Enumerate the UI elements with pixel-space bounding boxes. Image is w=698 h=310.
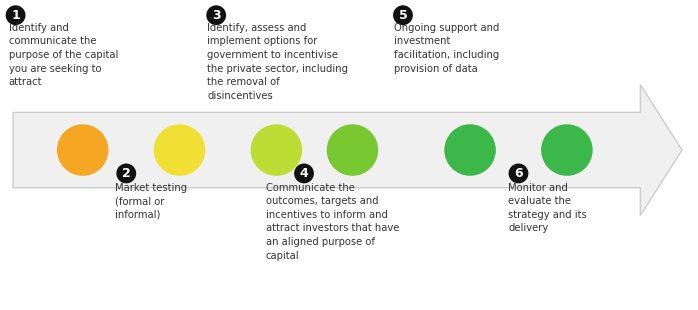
Text: Communicate the
outcomes, targets and
incentives to inform and
attract investors: Communicate the outcomes, targets and in… — [266, 183, 399, 261]
Text: 6: 6 — [514, 167, 523, 180]
Text: 2: 2 — [122, 167, 131, 180]
Text: Identify and
communicate the
purpose of the capital
you are seeking to
attract: Identify and communicate the purpose of … — [8, 23, 118, 87]
Circle shape — [509, 163, 528, 183]
Text: 3: 3 — [212, 9, 221, 22]
Circle shape — [294, 163, 314, 183]
Circle shape — [393, 5, 413, 25]
Text: 5: 5 — [399, 9, 408, 22]
Circle shape — [207, 5, 226, 25]
Circle shape — [327, 124, 378, 176]
Text: Monitor and
evaluate the
strategy and its
delivery: Monitor and evaluate the strategy and it… — [508, 183, 587, 233]
Text: Market testing
(formal or
informal): Market testing (formal or informal) — [115, 183, 187, 220]
Polygon shape — [13, 85, 682, 215]
Text: 1: 1 — [11, 9, 20, 22]
Text: Ongoing support and
investment
facilitation, including
provision of data: Ongoing support and investment facilitat… — [394, 23, 499, 74]
Circle shape — [57, 124, 108, 176]
Text: 4: 4 — [299, 167, 309, 180]
Circle shape — [154, 124, 205, 176]
Circle shape — [6, 5, 26, 25]
Circle shape — [445, 124, 496, 176]
Circle shape — [117, 163, 136, 183]
Text: Identify, assess and
implement options for
government to incentivise
the private: Identify, assess and implement options f… — [207, 23, 348, 101]
Circle shape — [251, 124, 302, 176]
Circle shape — [541, 124, 593, 176]
